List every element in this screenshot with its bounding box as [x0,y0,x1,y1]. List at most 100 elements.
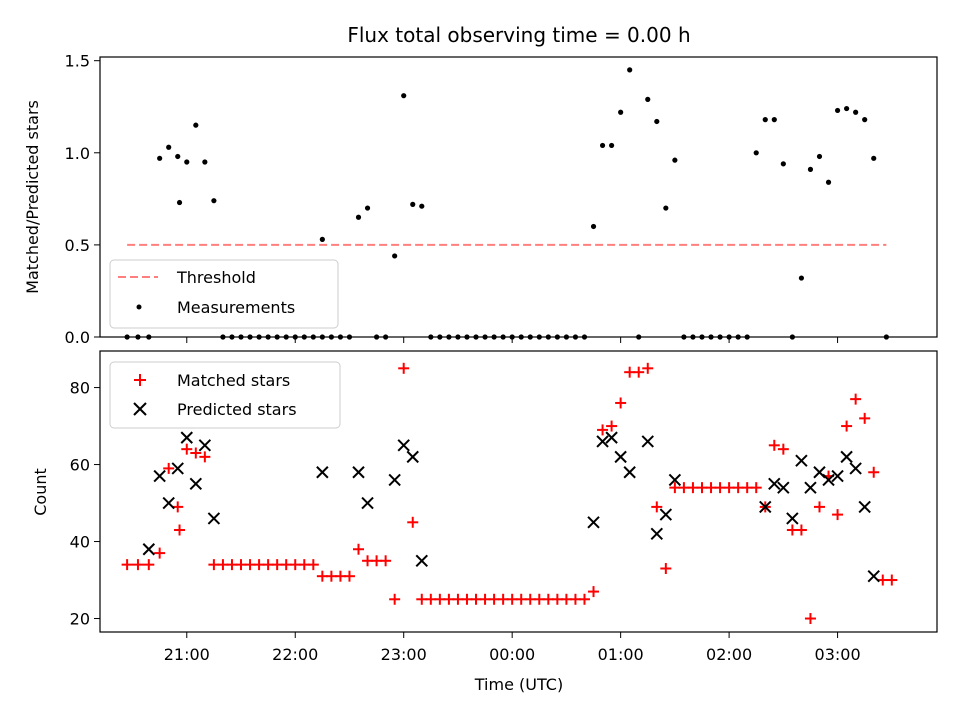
matched-star-point [859,412,871,424]
measurement-point [798,275,805,281]
matched-star-point [389,593,401,605]
x-tick-label: 01:00 [598,645,644,664]
measurement-point [319,236,325,242]
predicted-star-point [316,466,329,479]
bottom-y-tick-label: 60 [70,456,90,475]
top-y-tick-label: 0.0 [65,328,90,347]
predicted-star-point [162,496,175,510]
matched-star-point [597,424,609,436]
predicted-star-point [142,543,156,556]
predicted-star-point [650,527,664,541]
matched-star-point [132,559,144,571]
predicted-star-point [768,477,781,491]
matched-star-point [380,555,392,567]
measurement-point [844,105,850,112]
matched-star-point [172,501,184,513]
predicted-star-point [822,473,835,487]
x-tick-label: 02:00 [706,645,752,664]
measurement-point [834,107,841,114]
bottom-y-tick-label: 20 [70,610,90,629]
measurement-point [753,150,759,156]
predicted-star-point [415,554,428,567]
matched-star-points [121,362,898,625]
measurement-point [175,153,181,160]
predicted-star-point [397,439,410,452]
measurement-point [184,159,190,165]
predicted-legend-label: Predicted stars [177,400,297,419]
predicted-star-point [831,469,844,483]
matched-star-point [307,559,319,571]
predicted-star-point [641,435,654,448]
measurement-point [590,223,597,230]
predicted-star-point [352,466,365,479]
bottom-y-axis-label: Count [31,468,50,516]
predicted-star-point [849,462,862,475]
x-tick-label: 22:00 [272,645,318,664]
predicted-star-point [189,477,203,491]
matched-star-point [615,397,627,409]
top-y-tick-label: 1.0 [65,144,90,163]
predicted-star-point [777,481,790,494]
matched-star-point [353,543,365,555]
matched-star-point [606,420,618,432]
matched-star-point [633,366,645,378]
predicted-star-point [171,462,184,475]
matched-star-point [163,462,175,474]
matched-star-point [588,586,600,598]
predicted-star-point [406,450,419,464]
measurement-point [771,117,777,123]
predicted-star-point [180,431,193,444]
top-legend: Threshold Measurements [109,259,339,329]
matched-star-point [651,501,663,513]
measurement-point [825,179,832,185]
top-y-axis-label: Matched/Predicted stars [23,100,42,294]
bottom-panel: 20 40 60 80 21:00 22:00 23:00 00:00 01:00 02:00 03… [31,350,938,694]
predicted-star-point [361,496,374,510]
predicted-star-point [840,450,853,464]
measurement-point [627,67,633,73]
matched-legend-label: Matched stars [177,371,290,390]
predicted-star-point [614,450,627,464]
predicted-star-point [858,500,871,514]
predicted-star-point [605,431,618,444]
matched-star-point [190,447,202,459]
measurement-point [202,159,208,165]
matched-star-point [750,482,762,494]
top-plot-frame [99,56,938,338]
measurement-point [807,166,814,172]
predicted-star-point [207,512,221,525]
measurement-point [166,144,172,150]
predicted-star-point [804,481,817,494]
measurement-point [780,161,786,167]
measurement-point [654,118,660,125]
measurement-point [663,205,669,211]
measurement-point [392,253,398,259]
top-panel: 0.0 0.5 1.0 1.5 Matched/Predicted stars Thr… [23,52,938,347]
measurement-point [853,109,859,115]
measurement-point [401,93,407,99]
matched-star-point [199,451,211,463]
threshold-legend-label: Threshold [176,268,256,287]
measurement-point [672,157,678,163]
measurement-point [762,117,768,123]
matched-star-point [813,501,825,513]
bottom-axis-ticks: 20 40 60 80 21:00 22:00 23:00 00:00 01:00 02:00 03… [70,379,861,664]
predicted-star-point [198,439,212,452]
measurement-point [157,155,163,161]
predicted-star-point [596,435,609,448]
measurement-point [176,199,183,206]
predicted-star-point [795,454,808,467]
measurement-point [410,201,416,207]
measurements-legend-label: Measurements [177,298,295,317]
top-axis-ticks: 0.0 0.5 1.0 1.5 [65,52,839,347]
matched-star-point [832,509,844,521]
predicted-star-point [867,569,880,583]
x-tick-label: 21:00 [164,645,210,664]
matched-star-point [868,466,880,478]
measurement-point [364,205,371,211]
matched-star-point [181,443,193,455]
matched-star-point [768,439,780,451]
predicted-star-point [587,516,600,529]
predicted-legend-swatch [133,402,147,416]
